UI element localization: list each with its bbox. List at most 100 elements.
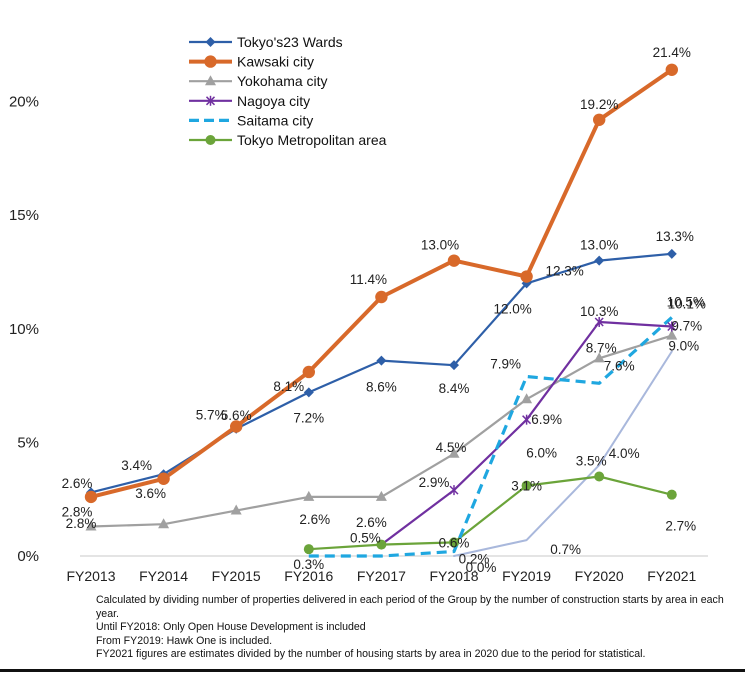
data-point-kawsaki-city (230, 420, 243, 433)
data-label-nagoya-city: 2.9% (419, 475, 450, 490)
y-tick-label: 20% (9, 94, 39, 111)
data-label-kawsaki-city: 19.2% (580, 97, 618, 112)
x-tick-label: FY2019 (502, 568, 551, 584)
legend-item-tokyo-metropolitan-area: Tokyo Metropolitan area (189, 132, 387, 148)
data-label-tokyo-s23-wards: 2.8% (62, 504, 93, 519)
data-point-nagoya-city (594, 316, 604, 327)
x-tick-label: FY2018 (429, 568, 478, 584)
legend-swatch-marker (205, 37, 216, 47)
data-label-tokyo-s23-wards: 13.3% (656, 229, 694, 244)
data-point-tokyo-metropolitan-area (303, 544, 314, 555)
data-point-yokohama-city (85, 520, 97, 531)
data-label-tokyo-metropolitan-area: 3.1% (511, 479, 542, 494)
x-tick-label: FY2014 (139, 568, 188, 584)
y-axis-tick-labels: 0% 5% 10% 15% 20% (9, 94, 39, 565)
data-point-tokyo-s23-wards (449, 360, 459, 371)
data-label-tokyo-s23-wards: 3.6% (135, 486, 166, 501)
data-label-kawsaki-city: 12.3% (545, 264, 583, 279)
line-chart: 0%5%10%15%20% FY2013 FY2014 FY2015 FY2016 FY… (9, 34, 708, 584)
data-point-yokohama-city (666, 329, 678, 340)
data-label-tokyo-s23-wards: 8.6% (366, 380, 397, 395)
data-label-kawsaki-city: 11.4% (350, 272, 387, 287)
data-label-saitama-city: 7.6% (604, 358, 635, 373)
data-point-yokohama-city (230, 504, 242, 515)
data-point-yokohama-city (158, 518, 170, 529)
data-point-yokohama-city (521, 393, 533, 404)
legend-item-nagoya-city: Nagoya city (189, 93, 310, 109)
data-label-kawsaki-city: 8.1% (273, 379, 304, 394)
data-point-kawsaki-city (593, 113, 606, 126)
data-label-tokyo-s23-wards: 5.6% (221, 408, 252, 423)
data-label-yokohama-city: 8.7% (586, 340, 617, 355)
data-label-yokohama-city: 4.5% (436, 440, 467, 455)
series-line-nagoya-city (380, 320, 673, 546)
data-label-kawsaki-city: 2.6% (62, 476, 93, 491)
data-label-light-blue-series: 0.0% (466, 560, 497, 575)
x-tick-label: FY2020 (575, 568, 624, 584)
data-label-saitama-city: 7.9% (490, 357, 521, 372)
series-line-saitama-city (308, 316, 673, 558)
series-line-tokyo-metropolitan-area (307, 475, 673, 551)
footnote-fy2021: FY2021 figures are estimates divided by … (96, 648, 646, 661)
data-label-nagoya-city: 10.1% (668, 297, 706, 312)
footnote-from-fy2019: From FY2019: Hawk One is included. (96, 634, 273, 647)
data-label-yokohama-city: 6.9% (531, 412, 562, 427)
legend-swatch-marker (204, 55, 217, 68)
bottom-rule (0, 669, 745, 672)
data-label-kawsaki-city: 2.8% (66, 516, 97, 531)
y-tick-label: 10% (9, 321, 39, 338)
data-point-kawsaki-city (157, 472, 170, 485)
data-point-yokohama-city (593, 352, 605, 363)
x-axis-tick-labels: FY2013 FY2014 FY2015 FY2016 FY2017 FY2018 FY20… (66, 568, 696, 584)
data-point-tokyo-s23-wards (594, 255, 605, 266)
x-tick-label: FY2021 (647, 568, 696, 584)
y-tick-label: 15% (9, 207, 39, 224)
data-point-yokohama-city (375, 490, 387, 501)
y-tick-label: 0% (17, 548, 39, 565)
data-label-kawsaki-city: 3.4% (121, 458, 152, 473)
y-tick-label: 5% (17, 434, 39, 451)
data-label-tokyo-metropolitan-area: 2.7% (665, 519, 696, 534)
legend-label: Nagoya city (237, 93, 310, 109)
data-point-nagoya-city (667, 321, 677, 332)
data-point-tokyo-s23-wards (303, 387, 314, 398)
data-label-tokyo-metropolitan-area: 0.3% (293, 557, 324, 572)
x-tick-label: FY2016 (284, 568, 333, 584)
data-point-tokyo-s23-wards (376, 355, 387, 366)
footnote-calculation: Calculated by dividing number of propert… (96, 594, 724, 620)
data-label-light-blue-series: 4.0% (609, 446, 640, 461)
data-label-kawsaki-city: 5.7% (196, 407, 227, 422)
data-label-nagoya-city: 10.3% (580, 304, 618, 319)
legend-swatch-marker (205, 95, 216, 106)
data-point-nagoya-city (449, 485, 459, 496)
data-point-kawsaki-city (84, 490, 98, 504)
data-point-tokyo-metropolitan-area (666, 489, 677, 500)
data-point-tokyo-s23-wards (666, 248, 677, 259)
data-point-yokohama-city (303, 490, 315, 501)
legend-swatch-marker (205, 135, 216, 145)
data-label-tokyo-s23-wards: 13.0% (580, 238, 618, 253)
data-point-kawsaki-city (665, 63, 678, 76)
data-label-tokyo-s23-wards: 8.4% (439, 381, 470, 396)
x-tick-label: FY2017 (357, 568, 406, 584)
data-label-kawsaki-city: 21.4% (653, 45, 691, 60)
series-line-light-blue-series (453, 350, 673, 557)
data-label-tokyo-s23-wards: 12.0% (493, 301, 531, 316)
data-label-yokohama-city: 9.7% (671, 319, 702, 334)
data-point-tokyo-metropolitan-area (449, 537, 459, 548)
data-point-kawsaki-city (447, 254, 461, 267)
data-point-tokyo-metropolitan-area (521, 480, 532, 491)
legend-label: Kawsaki city (237, 54, 314, 70)
footnote-until-fy2018: Until FY2018: Only Open House Developmen… (96, 621, 366, 634)
legend-item-kawsaki-city: Kawsaki city (189, 54, 314, 70)
legend-item-saitama-city: Saitama city (189, 112, 313, 128)
legend-item-yokohama-city: Yokohama city (189, 73, 328, 89)
data-point-tokyo-metropolitan-area (594, 471, 605, 482)
legend-label: Saitama city (237, 112, 313, 128)
data-label-tokyo-s23-wards: 7.2% (293, 410, 324, 425)
legend-label: Yokohama city (237, 73, 328, 89)
data-point-kawsaki-city (302, 365, 315, 379)
footnotes: Calculated by dividing number of propert… (96, 594, 736, 662)
legend: Tokyo's23 Wards Kawsaki city Yokohama city… (189, 34, 387, 148)
data-label-nagoya-city: 0.5% (350, 531, 381, 546)
